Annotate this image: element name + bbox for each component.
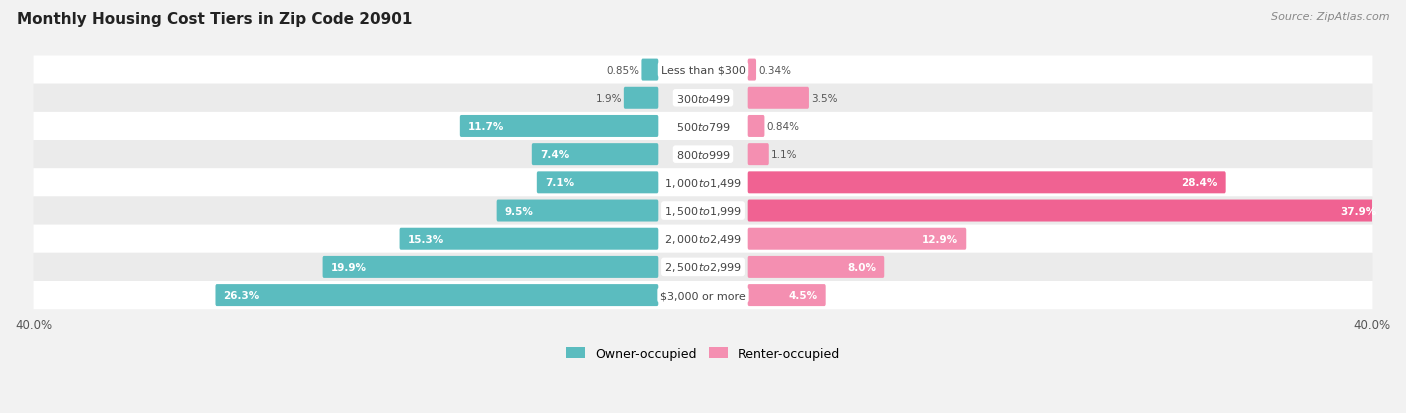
FancyBboxPatch shape (34, 253, 1372, 281)
FancyBboxPatch shape (34, 225, 1372, 253)
Text: $1,500 to $1,999: $1,500 to $1,999 (664, 204, 742, 218)
Text: $500 to $799: $500 to $799 (675, 121, 731, 133)
FancyBboxPatch shape (34, 197, 1372, 225)
FancyBboxPatch shape (399, 228, 658, 250)
FancyBboxPatch shape (34, 56, 1372, 85)
FancyBboxPatch shape (748, 88, 808, 109)
Text: Monthly Housing Cost Tiers in Zip Code 20901: Monthly Housing Cost Tiers in Zip Code 2… (17, 12, 412, 27)
Text: 9.5%: 9.5% (505, 206, 533, 216)
Text: 0.84%: 0.84% (766, 122, 800, 132)
Text: $2,000 to $2,499: $2,000 to $2,499 (664, 233, 742, 246)
FancyBboxPatch shape (748, 59, 756, 81)
FancyBboxPatch shape (748, 116, 765, 138)
Text: 12.9%: 12.9% (922, 234, 959, 244)
FancyBboxPatch shape (748, 172, 1226, 194)
Text: 0.85%: 0.85% (606, 65, 640, 76)
FancyBboxPatch shape (748, 228, 966, 250)
Text: 7.4%: 7.4% (540, 150, 569, 160)
Text: 7.1%: 7.1% (546, 178, 574, 188)
Text: Less than $300: Less than $300 (661, 65, 745, 76)
Text: Source: ZipAtlas.com: Source: ZipAtlas.com (1271, 12, 1389, 22)
FancyBboxPatch shape (34, 169, 1372, 197)
Text: $2,500 to $2,999: $2,500 to $2,999 (664, 261, 742, 274)
Text: 19.9%: 19.9% (330, 262, 367, 272)
FancyBboxPatch shape (34, 113, 1372, 141)
FancyBboxPatch shape (748, 144, 769, 166)
FancyBboxPatch shape (748, 285, 825, 306)
FancyBboxPatch shape (460, 116, 658, 138)
Text: 11.7%: 11.7% (468, 122, 505, 132)
FancyBboxPatch shape (34, 85, 1372, 113)
Text: $800 to $999: $800 to $999 (675, 149, 731, 161)
FancyBboxPatch shape (322, 256, 658, 278)
FancyBboxPatch shape (34, 281, 1372, 309)
FancyBboxPatch shape (641, 59, 658, 81)
Text: 3.5%: 3.5% (811, 94, 838, 104)
Text: $3,000 or more: $3,000 or more (661, 290, 745, 300)
Text: 28.4%: 28.4% (1181, 178, 1218, 188)
FancyBboxPatch shape (531, 144, 658, 166)
Text: 0.34%: 0.34% (758, 65, 792, 76)
Text: 37.9%: 37.9% (1340, 206, 1376, 216)
Text: 8.0%: 8.0% (848, 262, 876, 272)
Text: 4.5%: 4.5% (789, 290, 818, 300)
Text: 15.3%: 15.3% (408, 234, 444, 244)
FancyBboxPatch shape (537, 172, 658, 194)
Text: $300 to $499: $300 to $499 (675, 93, 731, 104)
FancyBboxPatch shape (748, 256, 884, 278)
Text: $1,000 to $1,499: $1,000 to $1,499 (664, 176, 742, 190)
FancyBboxPatch shape (496, 200, 658, 222)
Text: 1.9%: 1.9% (595, 94, 621, 104)
Text: 1.1%: 1.1% (770, 150, 797, 160)
Legend: Owner-occupied, Renter-occupied: Owner-occupied, Renter-occupied (561, 342, 845, 365)
FancyBboxPatch shape (215, 285, 658, 306)
FancyBboxPatch shape (34, 141, 1372, 169)
FancyBboxPatch shape (748, 200, 1385, 222)
FancyBboxPatch shape (624, 88, 658, 109)
Text: 26.3%: 26.3% (224, 290, 260, 300)
